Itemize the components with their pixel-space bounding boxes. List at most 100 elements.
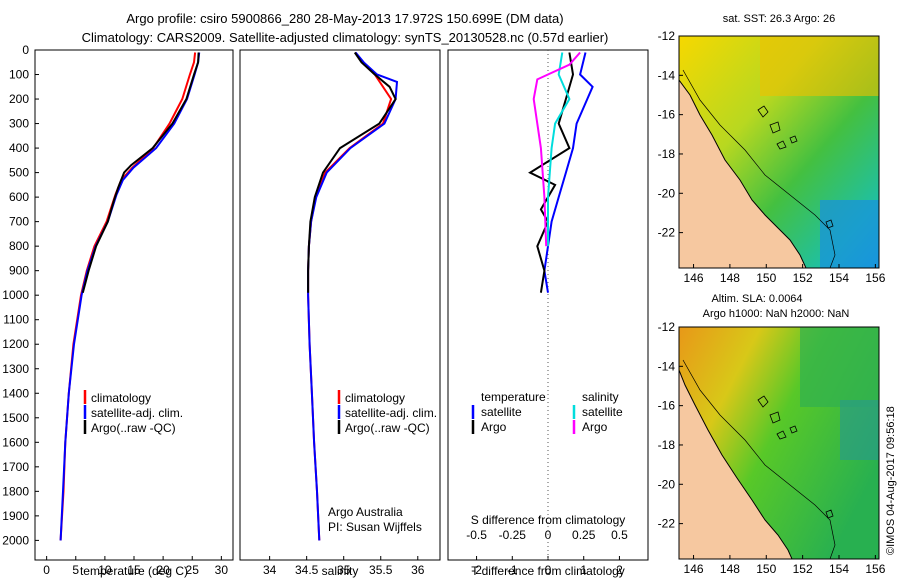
- salinity-x-axis: 34 34.5 35 35.5 36: [263, 556, 425, 577]
- legend-label-sal-argo: Argo: [582, 420, 608, 434]
- depth-tick-label: 1100: [3, 313, 29, 327]
- salinity-difference-tick-label: -0.5: [466, 528, 487, 542]
- legend-label-satellite-adj: satellite-adj. clim.: [345, 406, 437, 420]
- salinity-legend: climatology satellite-adj. clim. Argo(..…: [337, 390, 437, 435]
- t-difference-axis-label: T difference from climatology: [471, 564, 625, 578]
- sla-map-lon-tick-label: 148: [720, 562, 740, 576]
- temperature-line-satellite-adj-clim: [59, 52, 201, 541]
- temperature-x-tick-label: 0: [43, 563, 50, 577]
- salinity-line-climatology: [307, 51, 393, 541]
- difference-x-tick-label: -1: [507, 563, 518, 577]
- sst-map-lat-tick-label: -12: [658, 29, 676, 43]
- difference-x-tick-label: 1: [580, 563, 587, 577]
- salinity-difference-tick-label: 0.5: [611, 528, 628, 542]
- salinity-difference-axis: -0.5-0.2500.250.5: [466, 528, 628, 542]
- sst-map-lat-tick-label: -16: [658, 108, 676, 122]
- difference-line-salinity-satellite: [547, 52, 571, 247]
- difference-x-tick-label: -2: [471, 563, 482, 577]
- legend-label-temp-satellite: satellite: [481, 405, 522, 419]
- depth-tick-label: 1300: [2, 362, 29, 376]
- s-difference-axis-label: S difference from climatology: [471, 513, 626, 527]
- legend-label-temp-argo: Argo: [481, 420, 507, 434]
- salinity-x-tick-label: 36: [411, 563, 425, 577]
- sla-map-lat-tick-label: -14: [658, 359, 676, 373]
- sla-teal-patch: [840, 400, 879, 460]
- sla-map-lon-tick-label: 150: [756, 562, 776, 576]
- sla-map-lat-tick-label: -22: [658, 517, 676, 531]
- sla-map-frame: [678, 326, 880, 560]
- temperature-axis-label: temperature (deg C): [80, 564, 188, 578]
- depth-tick-label: 800: [9, 239, 29, 253]
- depth-tick-label: 100: [9, 68, 29, 82]
- sla-map: [679, 327, 879, 559]
- sla-map-lon-tick-label: 154: [829, 562, 849, 576]
- salinity-profiles: [307, 51, 399, 541]
- sla-map-lat-tick-label: -18: [658, 438, 676, 452]
- sst-map-lon-tick-label: 148: [720, 271, 740, 285]
- sla-map-lat-tick-label: -20: [658, 477, 676, 491]
- depth-tick-label: 1500: [2, 411, 29, 425]
- depth-tick-label: 0: [22, 43, 29, 57]
- depth-axis: 0 100 200 300 400 500 600 700 800 900 1000 1100 1200…: [2, 43, 39, 547]
- sla-map-axes: 146 148 150 152 154 156 -12 -14 -16 -18 -20 -22: [658, 320, 886, 576]
- depth-tick-label: 300: [9, 117, 29, 131]
- legend-label-climatology: climatology: [345, 391, 405, 405]
- temperature-x-tick-label: 25: [186, 563, 200, 577]
- sst-map-lon-tick-label: 154: [829, 271, 849, 285]
- temperature-x-tick-label: 5: [72, 563, 79, 577]
- sst-map-lon-tick-label: 150: [756, 271, 776, 285]
- sst-warm-patch: [760, 36, 879, 96]
- depth-tick-label: 1600: [2, 435, 29, 449]
- sst-map-lon-tick-label: 156: [865, 271, 885, 285]
- legend-label-argo: Argo(..raw -QC): [345, 421, 430, 435]
- temperature-x-tick-label: 15: [127, 563, 141, 577]
- sst-shelf-edge: [682, 69, 836, 268]
- sla-map-lat-tick-label: -16: [658, 399, 676, 413]
- salinity-x-tick-label: 34: [263, 563, 277, 577]
- temperature-x-tick-label: 30: [215, 563, 229, 577]
- salinity-x-tick-label: 34.5: [295, 563, 319, 577]
- salinity-axis-label: salinity: [322, 564, 359, 578]
- legend-label-climatology: climatology: [91, 391, 151, 405]
- sst-map-lon-tick-label: 152: [793, 271, 813, 285]
- sst-cool-patch: [820, 200, 879, 268]
- temperature-legend: climatology satellite-adj. clim. Argo(..…: [83, 390, 183, 435]
- sst-land: [679, 79, 807, 268]
- temperature-x-tick-label: 10: [98, 563, 112, 577]
- sst-map: [679, 36, 879, 268]
- depth-tick-label: 1400: [2, 386, 29, 400]
- temperature-profiles: [59, 52, 201, 541]
- sst-map-lat-tick-label: -18: [658, 147, 676, 161]
- sla-map-lon-tick-label: 156: [865, 562, 885, 576]
- depth-tick-label: 700: [9, 215, 29, 229]
- sla-map-title-line2: Argo h1000: NaN h2000: NaN: [703, 308, 850, 320]
- sla-shelf-edge: [682, 359, 836, 559]
- legend-label-satellite-adj: satellite-adj. clim.: [91, 406, 183, 420]
- sst-map-lat-tick-label: -20: [658, 186, 676, 200]
- depth-tick-label: 900: [9, 264, 29, 278]
- sst-map-frame: [678, 35, 880, 269]
- sla-map-lon-tick-label: 152: [793, 562, 813, 576]
- depth-tick-label: 600: [9, 190, 29, 204]
- sla-map-lat-tick-label: -12: [658, 320, 676, 334]
- legend-heading-temperature: temperature: [481, 390, 546, 404]
- header-line2: Climatology: CARS2009. Satellite-adjuste…: [82, 30, 609, 45]
- depth-tick-label: 500: [9, 166, 29, 180]
- salinity-line-satellite-adj-clim: [307, 51, 399, 541]
- legend-label-argo: Argo(..raw -QC): [91, 421, 176, 435]
- salinity-line-argo-raw-qc: [307, 51, 397, 293]
- salinity-difference-tick-label: 0.25: [572, 528, 596, 542]
- sla-reef: [757, 395, 834, 519]
- salinity-x-tick-label: 35.5: [369, 563, 393, 577]
- sst-map-lat-tick-label: -14: [658, 68, 676, 82]
- difference-legend: temperature salinity satellite satellite…: [471, 390, 623, 434]
- depth-tick-label: 1000: [2, 288, 29, 302]
- depth-tick-label: 1700: [2, 460, 29, 474]
- pi-note: PI: Susan Wijffels: [328, 520, 422, 534]
- depth-tick-label: 1900: [2, 509, 29, 523]
- depth-tick-label: 1800: [2, 484, 29, 498]
- sst-map-title: sat. SST: 26.3 Argo: 26: [723, 13, 836, 25]
- depth-tick-label: 2000: [2, 533, 29, 547]
- imos-timestamp: ©IMOS 04-Aug-2017 09:56:18: [885, 406, 897, 555]
- depth-tick-label: 200: [9, 92, 29, 106]
